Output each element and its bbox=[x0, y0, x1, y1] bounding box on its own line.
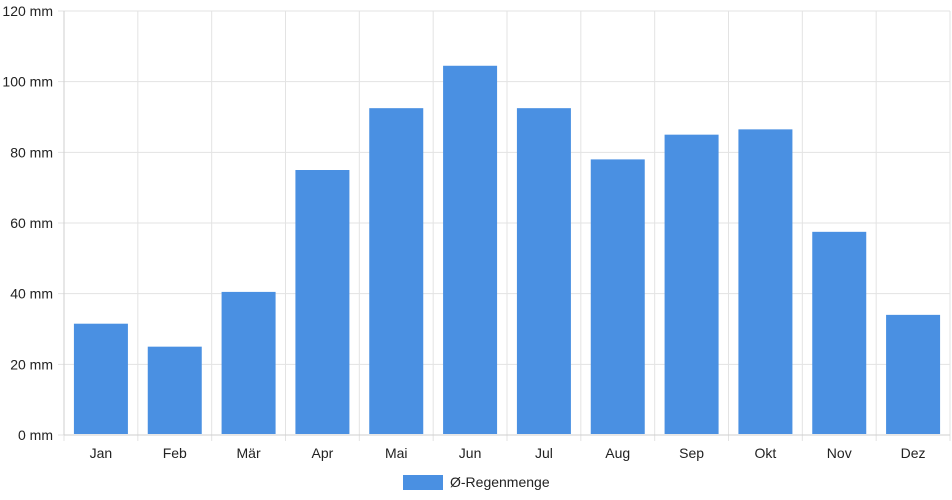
x-tick-label: Jan bbox=[90, 445, 113, 461]
bar-feb[interactable] bbox=[147, 346, 202, 434]
bar-jan[interactable] bbox=[73, 323, 128, 434]
x-tick-label: Mai bbox=[385, 445, 408, 461]
bar-sep[interactable] bbox=[664, 134, 719, 434]
bar-jun[interactable] bbox=[443, 65, 498, 435]
bar-mai[interactable] bbox=[369, 108, 424, 435]
x-tick-label: Okt bbox=[755, 445, 777, 461]
y-tick-label: 20 mm bbox=[10, 356, 53, 372]
bar-dez[interactable] bbox=[886, 314, 941, 434]
x-tick-label: Aug bbox=[605, 445, 630, 461]
legend[interactable]: Ø-Regenmenge bbox=[403, 474, 550, 490]
x-tick-label: Nov bbox=[827, 445, 852, 461]
y-tick-label: 60 mm bbox=[10, 215, 53, 231]
bar-layer bbox=[73, 65, 941, 435]
bar-okt[interactable] bbox=[738, 129, 793, 434]
axis-layer: 0 mm 20 mm 40 mm 60 mm 80 mm 100 mm 120 mm Jan F… bbox=[2, 3, 950, 461]
y-tick-label: 120 mm bbox=[2, 3, 53, 19]
x-tick-label: Jul bbox=[535, 445, 553, 461]
bar-nov[interactable] bbox=[812, 231, 867, 434]
x-tick-label: Dez bbox=[901, 445, 926, 461]
x-tick-label: Jun bbox=[459, 445, 482, 461]
x-tick-label: Apr bbox=[312, 445, 334, 461]
y-tick-label: 40 mm bbox=[10, 286, 53, 302]
bar-apr[interactable] bbox=[295, 170, 350, 434]
legend-swatch[interactable] bbox=[403, 475, 443, 490]
bar-jul[interactable] bbox=[516, 108, 571, 435]
grid-layer bbox=[58, 10, 951, 441]
x-tick-label: Feb bbox=[163, 445, 187, 461]
legend-label[interactable]: Ø-Regenmenge bbox=[450, 474, 550, 490]
x-tick-label: Sep bbox=[679, 445, 704, 461]
y-tick-label: 0 mm bbox=[18, 427, 53, 443]
bar-mär[interactable] bbox=[221, 291, 276, 434]
y-tick-label: 80 mm bbox=[10, 144, 53, 160]
bar-aug[interactable] bbox=[590, 159, 645, 434]
y-tick-label: 100 mm bbox=[2, 74, 53, 90]
x-tick-label: Mär bbox=[237, 445, 261, 461]
